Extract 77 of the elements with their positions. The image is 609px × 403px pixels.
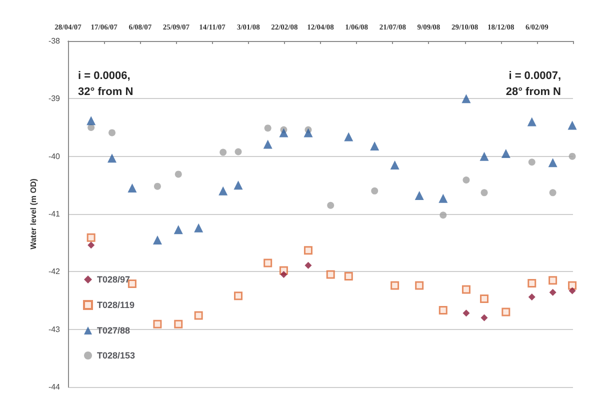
point (480, 152, 489, 161)
point (128, 184, 137, 193)
point (502, 308, 510, 316)
point (438, 306, 448, 315)
point (174, 320, 183, 328)
y-tick-label: -42 (48, 267, 61, 276)
point (390, 160, 400, 170)
point (108, 154, 117, 163)
annotation: i = 0.0006, 32° from N (78, 70, 134, 98)
point (462, 94, 471, 104)
point (344, 132, 354, 142)
point (88, 124, 95, 131)
point (527, 117, 536, 126)
y-axis-title: Water level (m OD) (29, 178, 38, 250)
point (344, 272, 353, 281)
point (548, 276, 558, 285)
point (568, 287, 576, 294)
point (279, 128, 288, 138)
point (264, 258, 272, 268)
point (415, 281, 424, 290)
point (480, 314, 488, 322)
point (462, 310, 470, 317)
point (370, 141, 380, 150)
point (153, 320, 162, 328)
point (220, 148, 227, 156)
point (218, 186, 228, 196)
point (528, 294, 536, 301)
y-tick-label: -44 (48, 382, 61, 392)
point (234, 180, 243, 190)
y-tick-label: -43 (48, 324, 61, 334)
y-tick-label: -39 (48, 94, 61, 104)
point (568, 281, 577, 290)
point (501, 148, 510, 158)
point (462, 285, 470, 294)
point (327, 202, 334, 209)
point (194, 311, 203, 320)
point (304, 262, 312, 269)
point (480, 294, 489, 304)
legend-label: T028/153 (97, 350, 136, 360)
point (326, 270, 335, 279)
legend-label: T028/119 (97, 300, 135, 310)
annotation: i = 0.0007, 28° from N (506, 70, 562, 98)
point (414, 191, 424, 200)
y-tick-label: -40 (48, 152, 61, 161)
point (154, 182, 161, 190)
point (568, 120, 577, 130)
point (234, 292, 243, 300)
point (549, 189, 556, 196)
point (86, 116, 96, 126)
point (548, 158, 558, 168)
point (174, 170, 182, 178)
point (108, 129, 116, 136)
legend-label: T027/88 (97, 326, 130, 336)
point (568, 152, 576, 160)
point (152, 235, 162, 244)
point (194, 223, 204, 232)
point (234, 148, 242, 156)
point (264, 124, 272, 132)
point (304, 246, 312, 255)
point (440, 212, 447, 219)
point (462, 176, 470, 184)
point (263, 140, 272, 149)
point (371, 187, 378, 194)
point (280, 271, 288, 278)
point (390, 281, 400, 290)
point (528, 278, 536, 288)
point (88, 242, 95, 249)
point (528, 158, 536, 166)
point (86, 233, 96, 242)
point (549, 288, 556, 296)
y-tick-label: -38 (48, 36, 61, 46)
legend-label: T028/97 (97, 274, 130, 284)
point (438, 194, 448, 203)
point (304, 128, 313, 138)
point (174, 225, 183, 234)
y-tick-label: -41 (48, 210, 61, 218)
point (480, 189, 488, 196)
